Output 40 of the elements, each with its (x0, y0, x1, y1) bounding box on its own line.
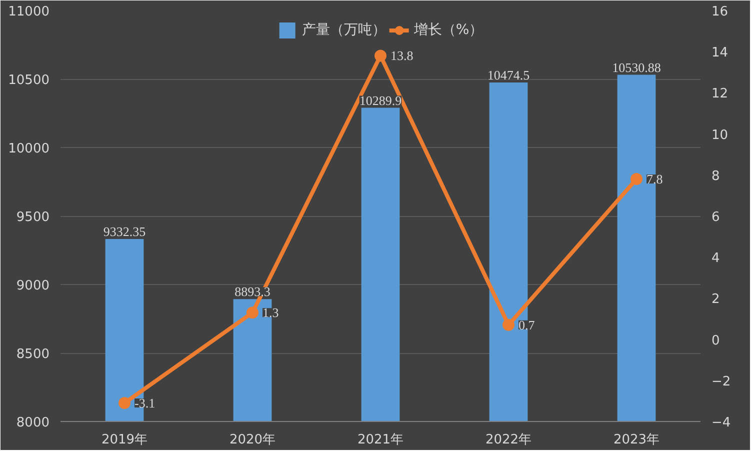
y2-tick-label: 12 (712, 86, 728, 102)
data-label: 10474.5 (487, 67, 530, 82)
y2-tick-label: 4 (712, 251, 720, 266)
legend-label: 增长（%） (414, 21, 484, 39)
x-tick-label: 2019年 (101, 432, 148, 448)
data-label: 9332.35 (103, 224, 146, 239)
point (502, 318, 514, 331)
y-tick-label: 10000 (8, 142, 50, 156)
y2-tick-label: −4 (712, 416, 731, 430)
point (246, 306, 258, 319)
data-label: 7.8 (646, 172, 663, 187)
y-tick-label: 8000 (16, 416, 50, 430)
x-tick-label: 2022年 (485, 432, 532, 448)
y2-tick-label: 8 (712, 168, 720, 184)
y2-tick-label: 2 (712, 292, 720, 308)
point (118, 397, 130, 409)
y-tick-label: 9000 (16, 278, 50, 294)
y2-tick-label: 10 (712, 128, 728, 143)
y2-tick-label: 6 (712, 210, 720, 225)
x-tick-label: 2023年 (613, 432, 660, 448)
y-tick-label: 8500 (16, 347, 50, 362)
data-label: -3.1 (134, 396, 156, 411)
x-tick-label: 2021年 (357, 432, 404, 448)
legend-label: 产量（万吨） (302, 21, 386, 39)
x-tick-label: 2020年 (229, 432, 276, 448)
data-label: 8893.3 (234, 284, 270, 300)
data-label: 10530.88 (612, 60, 661, 75)
data-label: 13.8 (390, 48, 414, 64)
point (374, 50, 386, 62)
y2-tick-label: −2 (712, 374, 731, 390)
y2-tick-label: 16 (712, 4, 728, 20)
data-label: 10289.9 (359, 92, 402, 108)
y-tick-label: 10500 (8, 73, 50, 88)
data-label: 1.3 (262, 305, 279, 320)
data-label: 0.7 (518, 317, 536, 332)
y2-tick-label: 0 (712, 333, 720, 348)
y-tick-label: 9500 (16, 210, 50, 225)
y-tick-label: 11000 (8, 4, 50, 20)
y2-tick-label: 14 (712, 46, 728, 61)
point (630, 173, 642, 185)
